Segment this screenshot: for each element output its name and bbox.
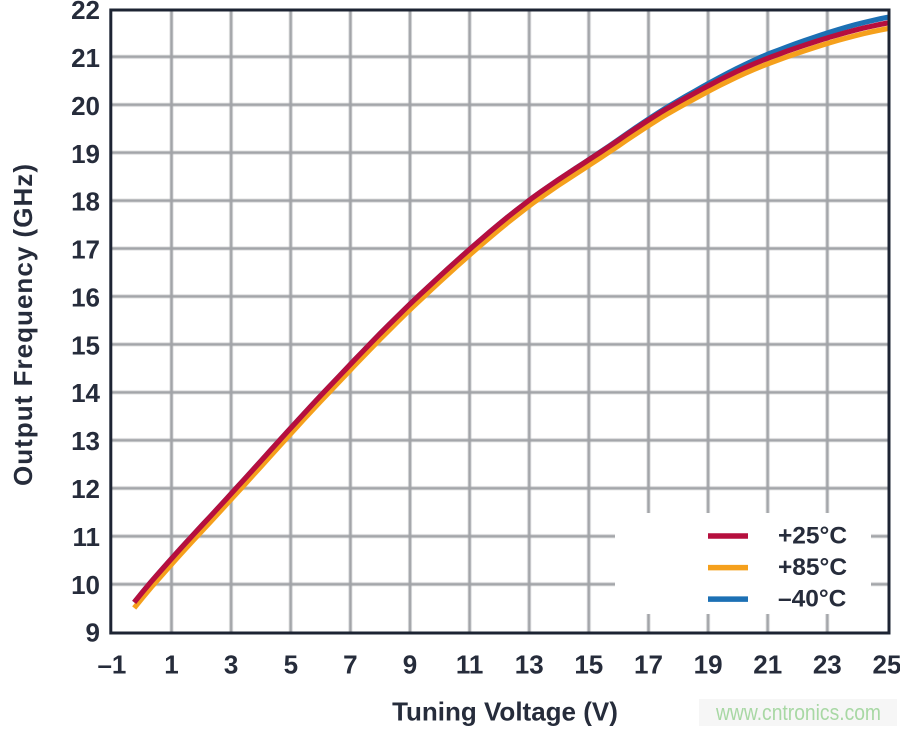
svg-text:13: 13 (71, 426, 100, 456)
svg-text:21: 21 (71, 43, 100, 73)
svg-text:15: 15 (71, 330, 100, 360)
svg-text:16: 16 (71, 283, 100, 313)
svg-text:23: 23 (813, 650, 842, 680)
svg-text:21: 21 (753, 650, 782, 680)
svg-text:–40°C: –40°C (778, 586, 847, 613)
svg-text:11: 11 (456, 650, 484, 680)
svg-text:9: 9 (403, 650, 417, 680)
svg-text:+85°C: +85°C (778, 554, 847, 581)
svg-text:11: 11 (73, 522, 101, 552)
svg-text:7: 7 (343, 650, 357, 680)
svg-text:22: 22 (71, 0, 100, 25)
svg-text:1: 1 (164, 650, 178, 680)
svg-text:Output Frequency (GHz): Output Frequency (GHz) (8, 164, 38, 486)
svg-text:www.cntronics.com: www.cntronics.com (715, 700, 881, 725)
svg-text:15: 15 (574, 650, 603, 680)
svg-text:5: 5 (284, 650, 298, 680)
svg-text:17: 17 (71, 235, 100, 265)
svg-text:19: 19 (71, 139, 100, 169)
svg-text:25: 25 (873, 650, 900, 680)
svg-text:18: 18 (71, 187, 100, 217)
svg-text:3: 3 (224, 650, 238, 680)
svg-text:19: 19 (694, 650, 723, 680)
svg-text:12: 12 (71, 474, 100, 504)
svg-text:13: 13 (515, 650, 544, 680)
svg-text:9: 9 (86, 618, 100, 648)
svg-text:10: 10 (71, 570, 100, 600)
svg-text:17: 17 (634, 650, 663, 680)
svg-text:–1: –1 (97, 650, 126, 680)
svg-text:20: 20 (71, 91, 100, 121)
svg-text:+25°C: +25°C (778, 523, 847, 550)
svg-text:Tuning Voltage (V): Tuning Voltage (V) (392, 697, 618, 727)
svg-text:14: 14 (71, 378, 100, 408)
